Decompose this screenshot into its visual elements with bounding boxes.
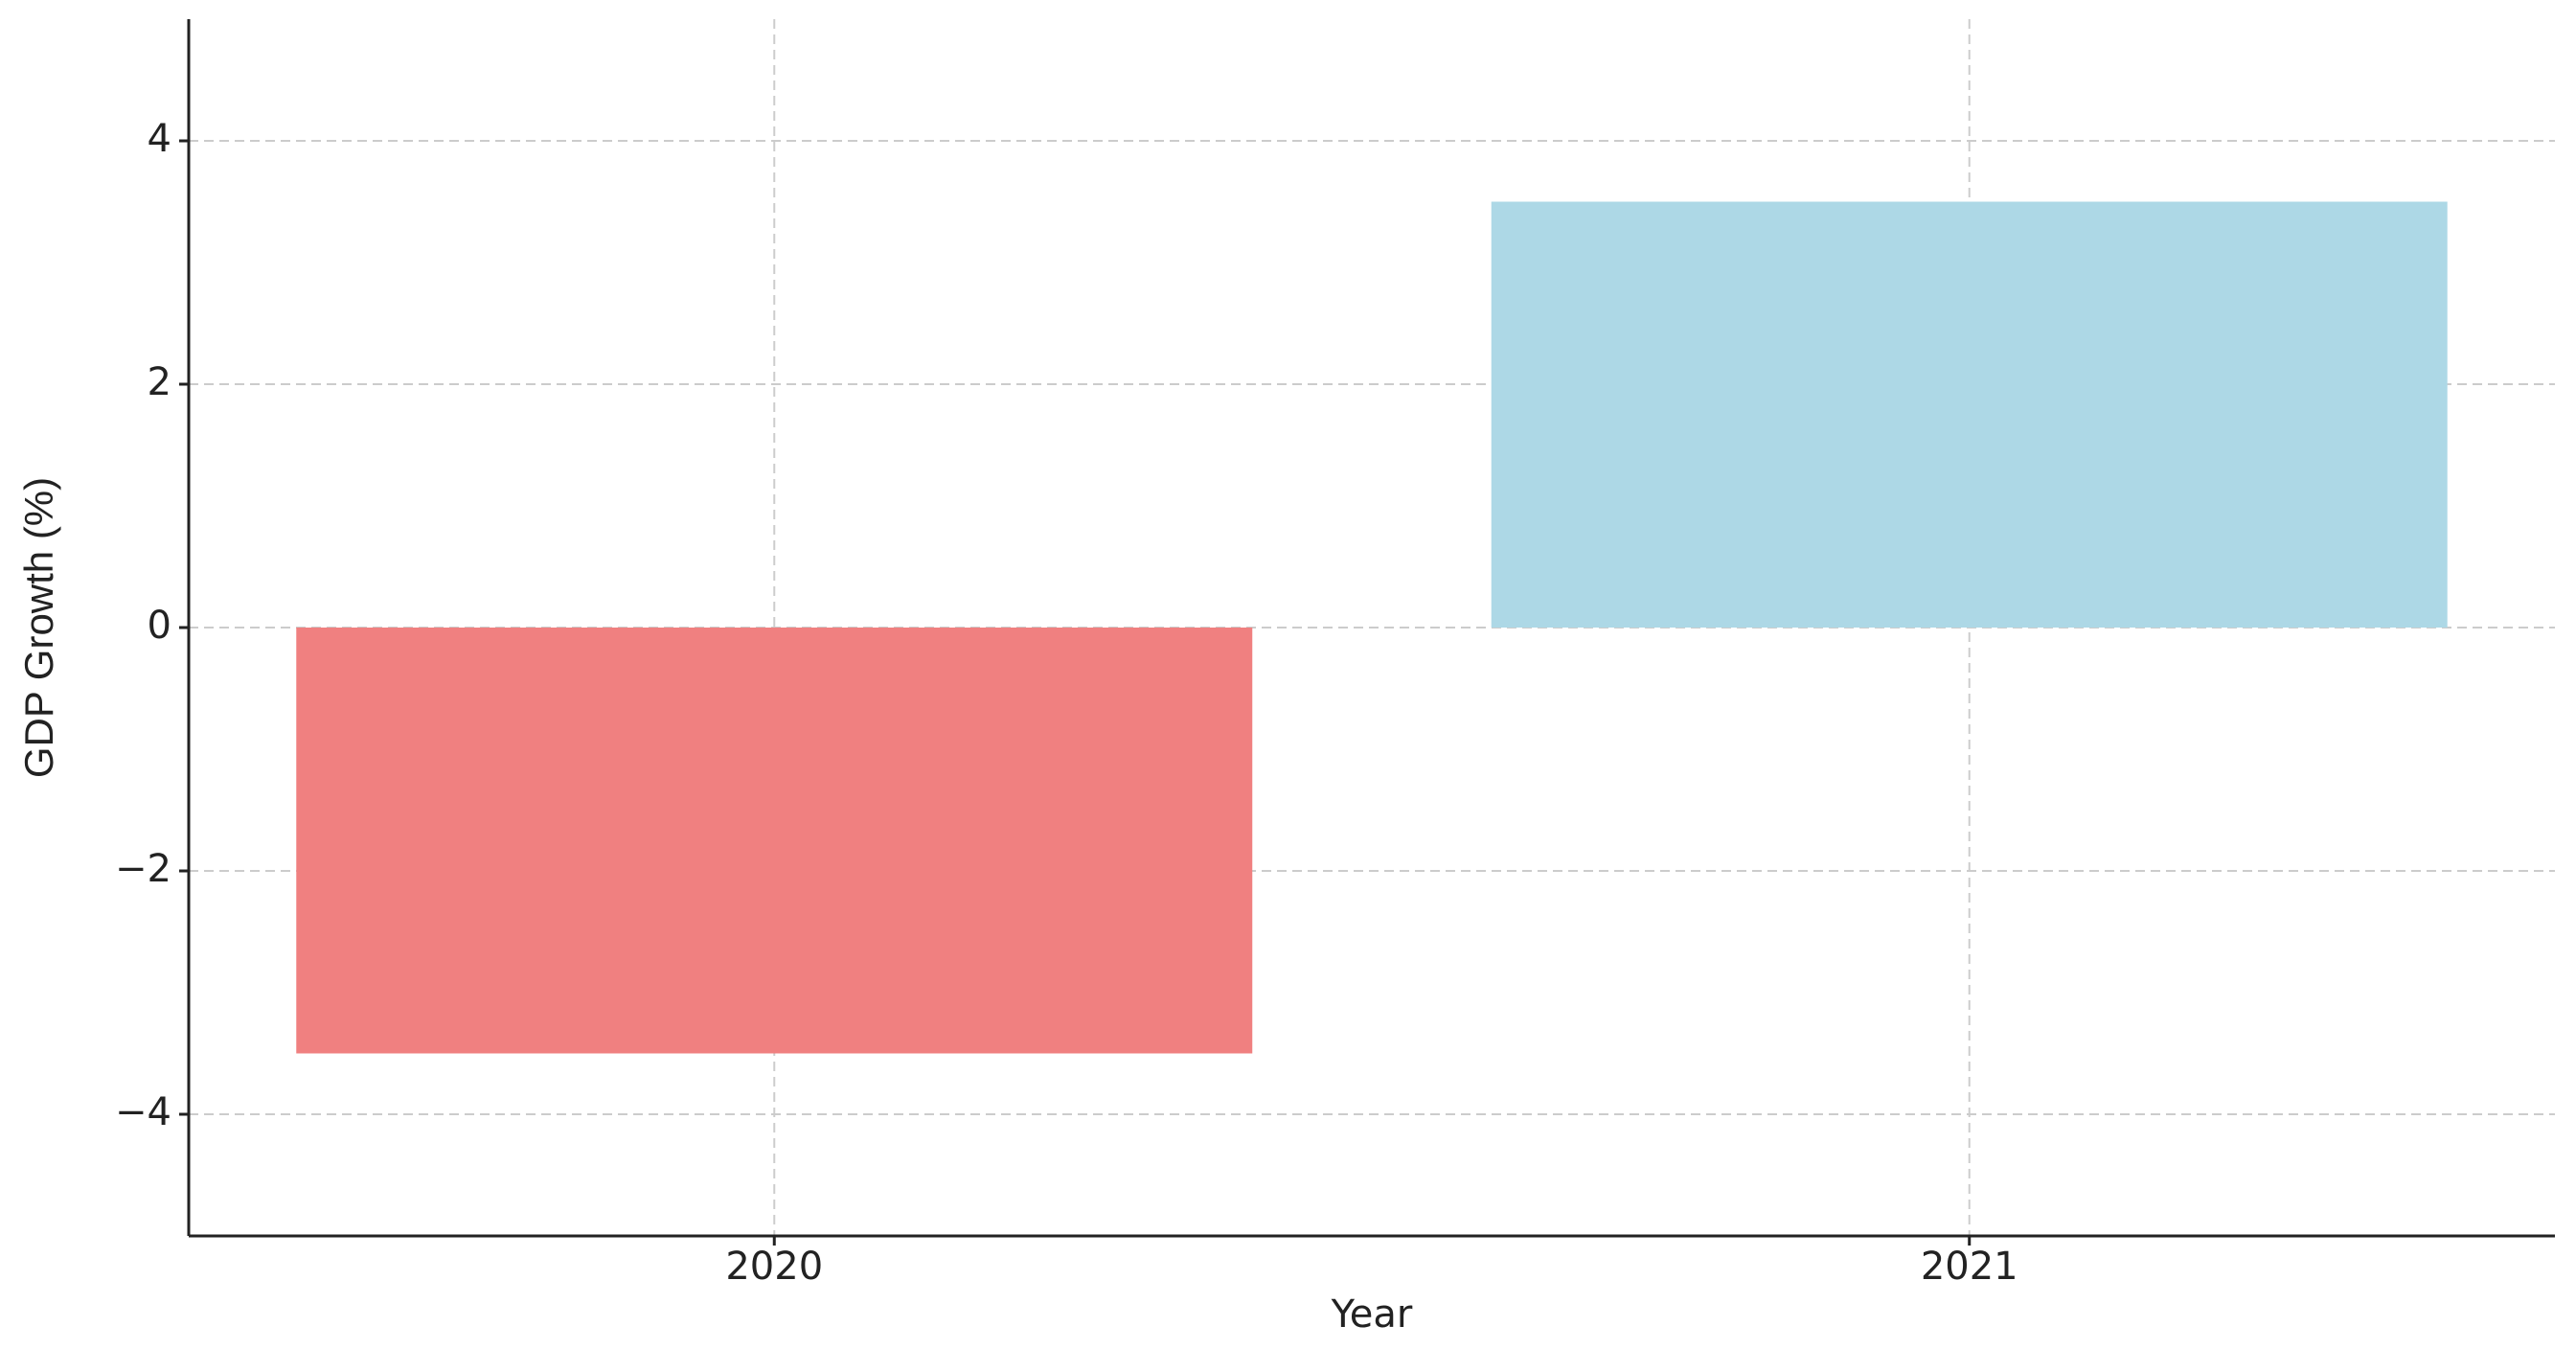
y-tick-label: −4 — [115, 1090, 171, 1134]
x-tick-label: 2020 — [725, 1245, 823, 1289]
bar — [1491, 201, 2448, 628]
y-axis-label: GDP Growth (%) — [16, 477, 61, 778]
x-tick-label: 2021 — [1921, 1245, 2018, 1289]
y-tick-label: 0 — [148, 604, 171, 648]
bar — [296, 628, 1253, 1054]
y-tick-label: 4 — [148, 117, 171, 161]
y-tick-label: −2 — [115, 847, 171, 891]
x-axis-label: Year — [1331, 1292, 1413, 1337]
y-tick-label: 2 — [148, 360, 171, 404]
